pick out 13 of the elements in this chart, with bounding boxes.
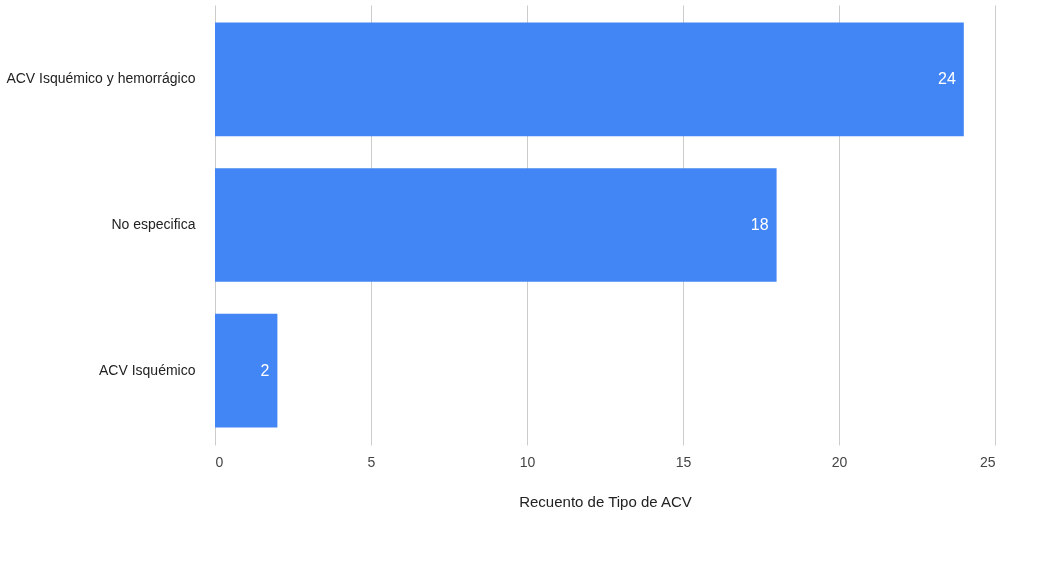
y-tick-label: ACV Isquémico: [99, 361, 196, 378]
y-tick-label: ACV Isquémico y hemorrágico: [6, 70, 196, 87]
x-tick-label: 10: [519, 453, 536, 470]
x-tick-label: 0: [215, 453, 224, 470]
data-label: 24: [938, 70, 956, 88]
x-axis-title: Recuento de Tipo de ACV: [519, 492, 692, 510]
x-tick-label: 5: [367, 453, 376, 470]
data-label: 2: [260, 361, 270, 379]
x-tick-label: 25: [979, 453, 996, 470]
y-tick-label: No especifica: [111, 216, 196, 232]
x-tick-label: 15: [675, 453, 692, 470]
data-label: 18: [750, 216, 769, 233]
x-tick-label: 20: [831, 453, 848, 470]
